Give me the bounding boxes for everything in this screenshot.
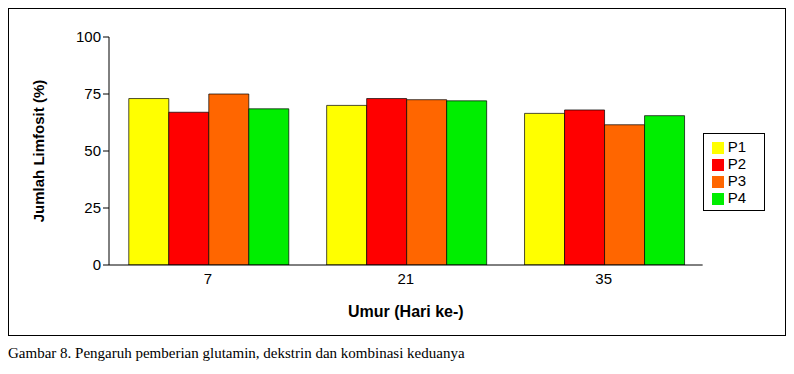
svg-text:75: 75 [84,85,101,102]
html-text:Gambar 8. Pengaruh pemberian g: Gambar 8. Pengaruh pemberian glutamin, d… [8,345,465,361]
svg-text:50: 50 [84,142,101,159]
svg-text:25: 25 [84,199,101,216]
svg-text:Umur (Hari ke-): Umur (Hari ke-) [348,303,464,320]
svg-text:35: 35 [595,270,612,287]
html-text:P2: P2 [727,155,746,172]
svg-text:0: 0 [93,256,101,273]
svg-text:100: 100 [76,28,101,45]
svg-text:21: 21 [397,270,414,287]
svg-text:Jumlah Limfosit (%): Jumlah Limfosit (%) [30,80,47,223]
svg-text:7: 7 [204,270,212,287]
html-text:P4: P4 [727,189,746,206]
html-text:P3: P3 [727,172,746,189]
html-text:P1: P1 [727,138,746,155]
